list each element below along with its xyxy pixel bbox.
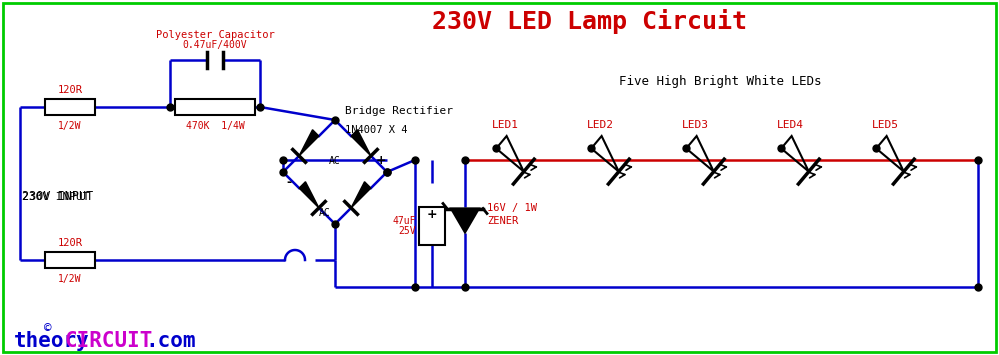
Text: 0.47uF/400V: 0.47uF/400V xyxy=(183,40,248,50)
Text: 25V: 25V xyxy=(399,226,416,236)
Text: 470K  1/4W: 470K 1/4W xyxy=(186,121,245,131)
Text: CIRCUIT: CIRCUIT xyxy=(65,331,154,351)
Text: 230V INPUT: 230V INPUT xyxy=(22,191,93,203)
Text: 16V / 1W: 16V / 1W xyxy=(487,203,537,213)
Text: +: + xyxy=(376,154,387,167)
Text: ©: © xyxy=(44,322,52,335)
Polygon shape xyxy=(299,182,319,208)
Text: 1/2W: 1/2W xyxy=(58,121,82,131)
Text: 1N4007 X 4: 1N4007 X 4 xyxy=(345,125,408,135)
Text: AC: AC xyxy=(329,156,341,166)
Bar xyxy=(175,99,255,115)
Text: Bridge Rectifier: Bridge Rectifier xyxy=(345,106,453,116)
Polygon shape xyxy=(299,130,319,156)
Text: .com: .com xyxy=(145,331,196,351)
Polygon shape xyxy=(351,182,371,208)
Text: +: + xyxy=(427,208,438,222)
Text: AC: AC xyxy=(320,208,331,218)
Text: ZENER: ZENER xyxy=(487,215,518,225)
Text: LED3: LED3 xyxy=(681,120,708,130)
Text: 120R: 120R xyxy=(58,85,83,95)
Text: Polyester Capacitor: Polyester Capacitor xyxy=(156,30,275,40)
Text: 230V INPUT: 230V INPUT xyxy=(22,192,90,202)
Text: LED2: LED2 xyxy=(586,120,613,130)
Text: -: - xyxy=(287,176,292,189)
Polygon shape xyxy=(451,208,479,233)
Text: LED4: LED4 xyxy=(776,120,803,130)
Text: LED1: LED1 xyxy=(492,120,518,130)
Text: theory: theory xyxy=(14,331,90,351)
Text: Five High Bright White LEDs: Five High Bright White LEDs xyxy=(618,76,821,88)
Text: 47uF: 47uF xyxy=(393,216,416,226)
Bar xyxy=(45,252,95,268)
Bar xyxy=(419,207,445,245)
Text: LED5: LED5 xyxy=(871,120,898,130)
Text: 1/2W: 1/2W xyxy=(58,274,82,284)
Bar xyxy=(45,99,95,115)
Text: 120R: 120R xyxy=(58,238,83,248)
Polygon shape xyxy=(351,130,371,156)
Text: 230V LED Lamp Circuit: 230V LED Lamp Circuit xyxy=(433,10,747,34)
